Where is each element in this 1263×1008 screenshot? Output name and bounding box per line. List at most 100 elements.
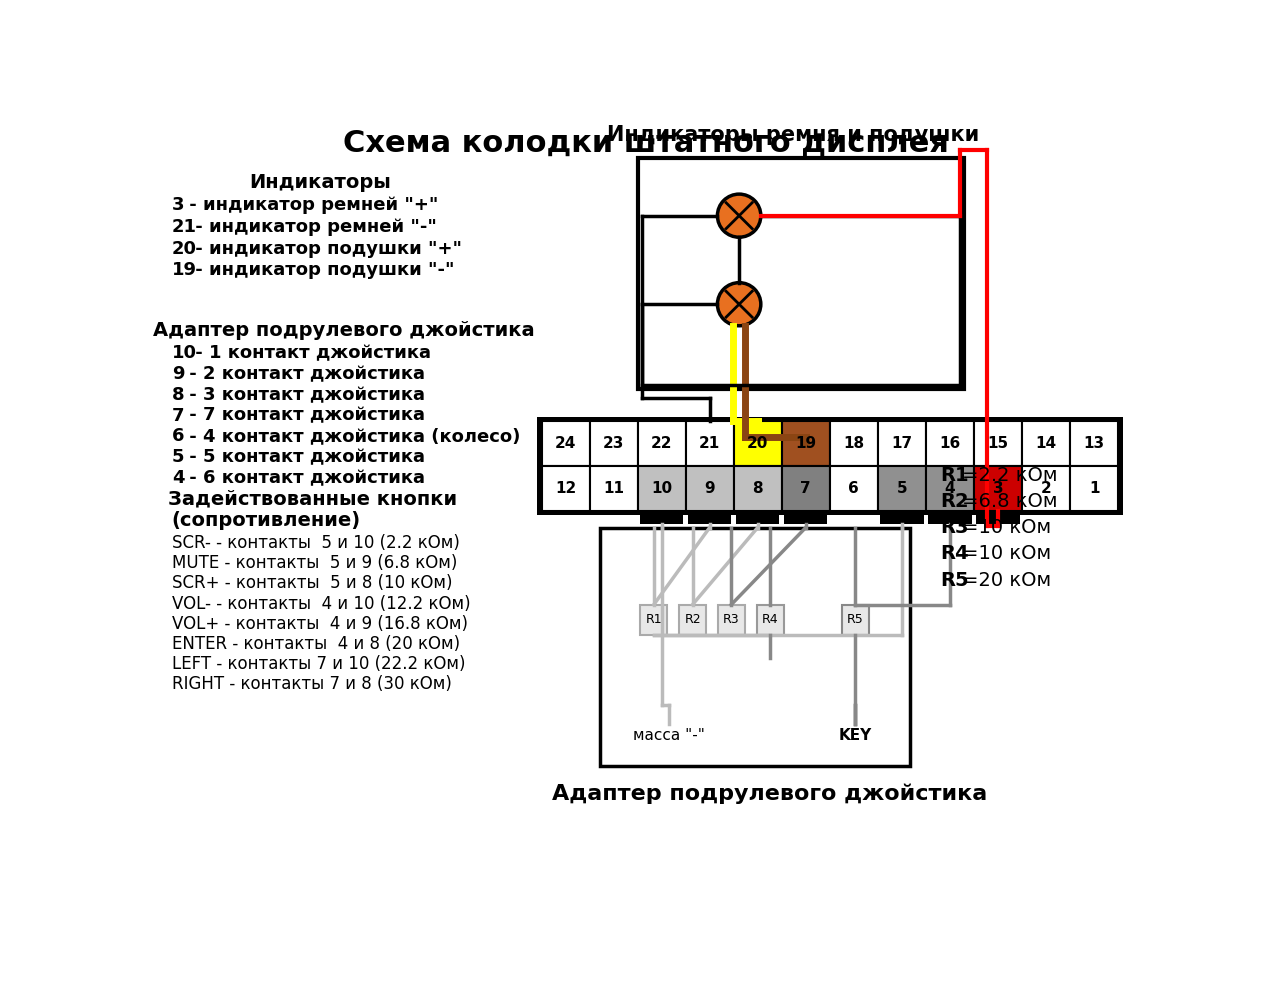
Text: Схема колодки штатного дисплея: Схема колодки штатного дисплея xyxy=(344,129,949,157)
Text: - 7 контакт джойстика: - 7 контакт джойстика xyxy=(183,406,424,424)
Text: SCR- - контакты  5 и 10 (2.2 кОм): SCR- - контакты 5 и 10 (2.2 кОм) xyxy=(172,534,460,552)
Text: 4: 4 xyxy=(945,481,955,496)
Text: R4: R4 xyxy=(762,614,778,626)
Bar xyxy=(926,466,974,511)
Text: - индикатор ремней "+": - индикатор ремней "+" xyxy=(183,197,438,215)
Bar xyxy=(717,605,745,635)
Bar xyxy=(928,511,971,524)
Text: 19: 19 xyxy=(172,261,197,279)
Bar xyxy=(976,511,1019,524)
Bar xyxy=(830,466,878,511)
Text: 4: 4 xyxy=(172,469,184,487)
Text: =10 кОм: =10 кОм xyxy=(962,544,1052,563)
Text: - 2 контакт джойстика: - 2 контакт джойстика xyxy=(183,365,424,383)
Text: Адаптер подрулевого джойстика: Адаптер подрулевого джойстика xyxy=(153,322,534,340)
Text: R3: R3 xyxy=(722,614,740,626)
Text: =10 кОм: =10 кОм xyxy=(962,518,1052,537)
Bar xyxy=(880,511,923,524)
Bar xyxy=(830,421,878,466)
Bar xyxy=(782,421,830,466)
Bar xyxy=(757,605,783,635)
Text: =2.2 кОм: =2.2 кОм xyxy=(962,466,1058,485)
Text: 19: 19 xyxy=(796,436,816,452)
Bar xyxy=(878,466,926,511)
Text: - 6 контакт джойстика: - 6 контакт джойстика xyxy=(183,469,424,487)
Text: 9: 9 xyxy=(705,481,715,496)
Bar xyxy=(686,421,734,466)
Text: 18: 18 xyxy=(844,436,864,452)
Text: VOL+ - контакты  4 и 9 (16.8 кОм): VOL+ - контакты 4 и 9 (16.8 кОм) xyxy=(172,615,467,633)
Bar xyxy=(974,421,1022,466)
Bar xyxy=(686,466,734,511)
Text: =20 кОм: =20 кОм xyxy=(962,571,1052,590)
Text: 16: 16 xyxy=(940,436,961,452)
Bar xyxy=(736,511,779,524)
Text: LEFT - контакты 7 и 10 (22.2 кОм): LEFT - контакты 7 и 10 (22.2 кОм) xyxy=(172,654,465,672)
Text: 12: 12 xyxy=(554,481,576,496)
Bar xyxy=(734,466,782,511)
Text: 7: 7 xyxy=(172,406,184,424)
Text: 13: 13 xyxy=(1084,436,1105,452)
Text: 23: 23 xyxy=(602,436,624,452)
Bar xyxy=(784,511,827,524)
Bar xyxy=(542,421,590,466)
Bar xyxy=(638,421,686,466)
Bar xyxy=(1070,466,1118,511)
Text: Адаптер подрулевого джойстика: Адаптер подрулевого джойстика xyxy=(552,783,988,803)
Text: 5: 5 xyxy=(897,481,907,496)
Text: 15: 15 xyxy=(988,436,1009,452)
Text: 17: 17 xyxy=(892,436,912,452)
Text: R5: R5 xyxy=(941,571,969,590)
Text: R5: R5 xyxy=(847,614,864,626)
Bar xyxy=(638,466,686,511)
Text: ENTER - контакты  4 и 8 (20 кОм): ENTER - контакты 4 и 8 (20 кОм) xyxy=(172,635,460,652)
Text: 14: 14 xyxy=(1036,436,1057,452)
Text: 11: 11 xyxy=(602,481,624,496)
Text: R3: R3 xyxy=(941,518,969,537)
Circle shape xyxy=(717,195,760,237)
Bar xyxy=(734,421,782,466)
Text: 10: 10 xyxy=(172,345,197,362)
Bar xyxy=(974,466,1022,511)
Text: 6: 6 xyxy=(172,427,184,446)
Text: - индикатор подушки "-": - индикатор подушки "-" xyxy=(189,261,455,279)
Text: MUTE - контакты  5 и 9 (6.8 кОм): MUTE - контакты 5 и 9 (6.8 кОм) xyxy=(172,554,457,573)
Bar xyxy=(640,511,683,524)
Bar xyxy=(1022,466,1070,511)
Text: - 1 контакт джойстика: - 1 контакт джойстика xyxy=(189,345,431,362)
Text: - 4 контакт джойстика (колесо): - 4 контакт джойстика (колесо) xyxy=(183,427,520,446)
Text: - индикатор подушки "+": - индикатор подушки "+" xyxy=(189,240,462,257)
Bar xyxy=(1070,421,1118,466)
Text: 22: 22 xyxy=(650,436,672,452)
Text: 21: 21 xyxy=(698,436,720,452)
Text: 3: 3 xyxy=(172,197,184,215)
Text: Индикаторы ремня и подушки: Индикаторы ремня и подушки xyxy=(608,125,980,145)
Text: R1: R1 xyxy=(645,614,662,626)
Text: 7: 7 xyxy=(801,481,811,496)
Text: Задействованные кнопки: Задействованные кнопки xyxy=(168,490,457,509)
Text: R2: R2 xyxy=(685,614,701,626)
Text: - индикатор ремней "-": - индикатор ремней "-" xyxy=(189,218,437,236)
Bar xyxy=(600,527,909,766)
Bar xyxy=(878,421,926,466)
Bar xyxy=(842,605,869,635)
Bar xyxy=(542,466,590,511)
Text: Индикаторы: Индикаторы xyxy=(250,173,392,193)
Text: (сопротивление): (сопротивление) xyxy=(172,511,361,530)
Bar xyxy=(1022,421,1070,466)
Text: 20: 20 xyxy=(172,240,197,257)
Text: 24: 24 xyxy=(554,436,576,452)
Text: R1: R1 xyxy=(941,466,969,485)
Circle shape xyxy=(717,282,760,326)
Bar xyxy=(926,421,974,466)
Bar xyxy=(590,421,638,466)
Bar xyxy=(590,466,638,511)
Bar xyxy=(537,416,1123,515)
Text: 3: 3 xyxy=(993,481,1003,496)
Text: KEY: KEY xyxy=(839,728,871,743)
Bar xyxy=(679,605,706,635)
Text: 6: 6 xyxy=(849,481,859,496)
Bar xyxy=(688,511,731,524)
Text: - 3 контакт джойстика: - 3 контакт джойстика xyxy=(183,386,424,404)
Text: - 5 контакт джойстика: - 5 контакт джойстика xyxy=(183,449,424,467)
